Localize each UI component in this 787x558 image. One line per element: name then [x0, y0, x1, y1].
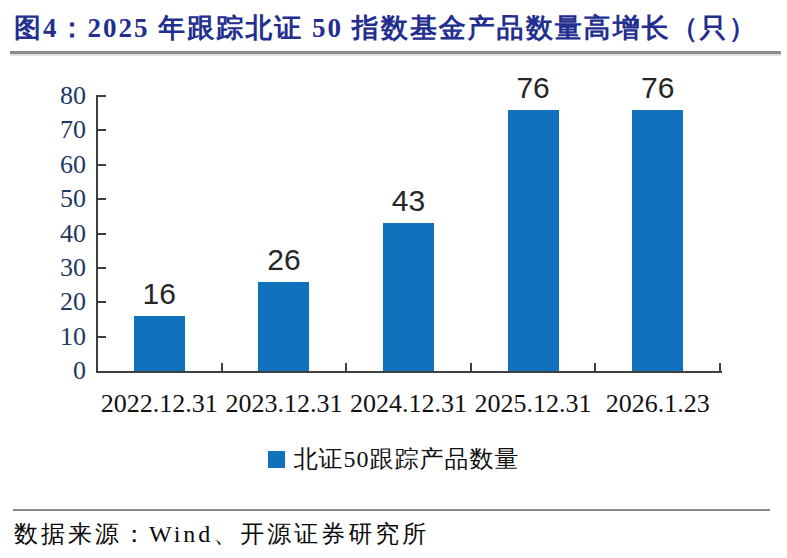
bar: [134, 316, 185, 371]
y-axis-tick: [98, 301, 106, 303]
x-axis-line: [96, 371, 722, 373]
y-axis-tick: [98, 164, 106, 166]
source-note: 数据来源：Wind、开源证券研究所: [14, 518, 429, 550]
x-axis-label: 2026.1.23: [591, 389, 724, 419]
x-axis-label: 2022.12.31: [93, 389, 226, 419]
bar: [258, 282, 309, 371]
x-axis-label: 2024.12.31: [342, 389, 475, 419]
y-axis-label: 10: [20, 322, 86, 352]
chart-legend: 北证50跟踪产品数量: [0, 446, 787, 472]
x-axis-label: 2025.12.31: [467, 389, 600, 419]
y-axis-label: 60: [20, 150, 86, 180]
bar: [383, 223, 434, 371]
x-axis-tick: [719, 363, 721, 371]
y-axis-tick: [98, 95, 106, 97]
y-axis-label: 70: [20, 115, 86, 145]
bar-value-label: 26: [239, 242, 329, 278]
x-axis-tick: [345, 363, 347, 371]
bar: [508, 110, 559, 371]
y-axis-label: 20: [20, 287, 86, 317]
x-axis-label: 2023.12.31: [218, 389, 351, 419]
y-axis-label: 0: [20, 356, 86, 386]
y-axis-tick: [98, 233, 106, 235]
y-axis-tick: [98, 336, 106, 338]
y-axis-label: 40: [20, 219, 86, 249]
bar-value-label: 76: [613, 70, 703, 106]
y-axis-tick: [98, 267, 106, 269]
y-axis-tick: [98, 129, 106, 131]
y-axis-label: 80: [20, 81, 86, 111]
bar: [632, 110, 683, 371]
y-axis-label: 30: [20, 253, 86, 283]
bar-value-label: 16: [114, 276, 204, 312]
x-axis-tick: [594, 363, 596, 371]
y-axis-label: 50: [20, 184, 86, 214]
x-axis-tick: [470, 363, 472, 371]
bar-value-label: 43: [364, 183, 454, 219]
y-axis-tick: [98, 198, 106, 200]
bar-value-label: 76: [488, 70, 578, 106]
legend-square-icon: [268, 451, 285, 468]
figure-panel: 图4：2025 年跟踪北证 50 指数基金产品数量高增长（只） 01020304…: [0, 0, 787, 558]
legend-label: 北证50跟踪产品数量: [294, 443, 520, 475]
footer-divider: [13, 509, 770, 511]
x-axis-tick: [221, 363, 223, 371]
